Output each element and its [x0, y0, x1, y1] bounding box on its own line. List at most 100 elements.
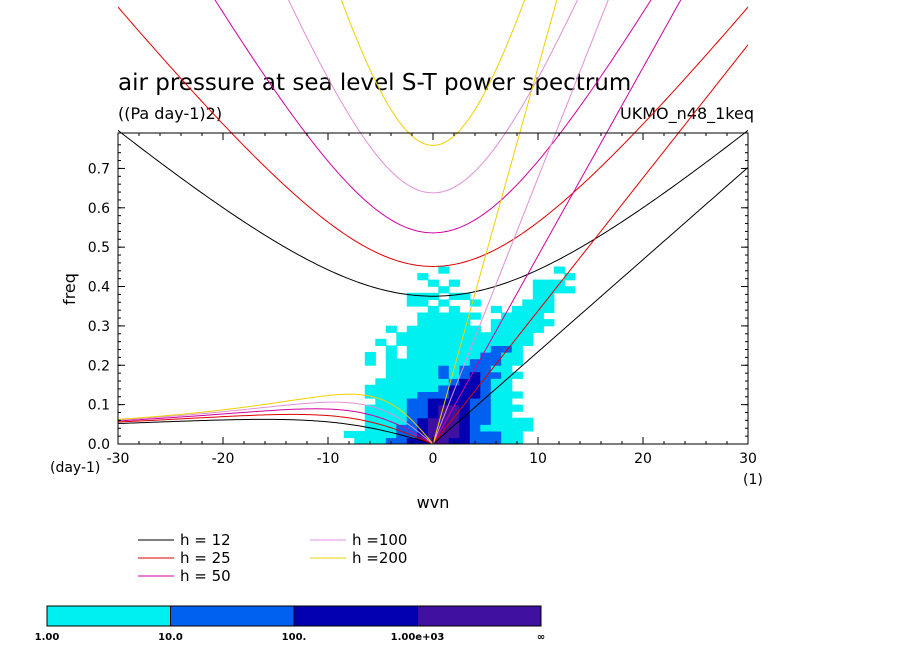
y-tick-label: 0.2 [88, 358, 110, 374]
dispersion-curve [118, 413, 434, 444]
power-cell [427, 424, 439, 432]
power-cell [396, 417, 408, 425]
power-cell [522, 325, 534, 333]
power-cell [364, 358, 376, 366]
power-cell [469, 417, 481, 425]
axis-ticks: -30 -20 -10 0 10 20 30 0.0 0.1 0.2 0.3 0.4 0.5 0.6 0.7 [88, 133, 757, 467]
power-cell [385, 345, 397, 353]
power-cell [448, 312, 460, 320]
power-cell [406, 411, 418, 419]
power-cell [406, 352, 418, 360]
power-cell [480, 365, 492, 373]
power-cell [438, 365, 450, 373]
colorbar-label: ∞ [537, 632, 545, 643]
power-cell [427, 332, 439, 340]
y-tick-label: 0.7 [88, 161, 110, 177]
power-cell [417, 391, 429, 399]
power-cell [406, 398, 418, 406]
power-cell [480, 417, 492, 425]
power-cell [511, 325, 523, 333]
power-cell [490, 319, 502, 327]
power-cell [427, 358, 439, 366]
power-cell [511, 345, 523, 353]
power-cell [448, 279, 460, 287]
power-cell [469, 384, 481, 392]
power-cell [490, 437, 502, 444]
power-cell [480, 430, 492, 439]
power-cell [490, 365, 502, 373]
power-cell [480, 358, 492, 366]
power-cell [501, 365, 513, 373]
power-cell [448, 319, 460, 327]
power-cell [427, 345, 439, 353]
power-cell [448, 404, 460, 412]
power-cell [459, 424, 471, 432]
y-unit-label: (day-1) [50, 460, 100, 476]
power-cell [417, 338, 429, 346]
power-cell [490, 424, 502, 432]
power-cell [438, 299, 450, 307]
power-cell [385, 404, 397, 412]
power-cell [480, 424, 492, 432]
dispersion-curve [432, 0, 558, 444]
power-cell [501, 404, 513, 412]
power-cell [406, 391, 418, 399]
power-cell [511, 430, 523, 439]
power-cell [417, 384, 429, 392]
legend-label: h = 12 [180, 531, 231, 549]
power-cell [448, 332, 460, 340]
power-cell [438, 286, 450, 294]
power-cell [501, 398, 513, 406]
power-cell [448, 352, 460, 360]
power-cell [459, 430, 471, 439]
power-cell [511, 424, 523, 432]
power-cell [522, 299, 534, 307]
power-cell [532, 286, 544, 294]
power-cell [511, 417, 523, 425]
power-cell [417, 352, 429, 360]
power-cell [427, 305, 439, 314]
y-tick-label: 0.6 [88, 201, 110, 217]
power-cell [438, 437, 450, 444]
power-cell [501, 371, 513, 379]
power-cell [480, 371, 492, 379]
power-cell [459, 338, 471, 346]
power-cell [396, 398, 408, 406]
power-cell [406, 365, 418, 373]
model-label: UKMO_n48_1keq [620, 104, 754, 124]
y-tick-label: 0.1 [88, 398, 110, 414]
power-cell [417, 371, 429, 379]
y-tick-label: 0.4 [88, 280, 110, 296]
power-cell [501, 430, 513, 439]
x-axis-label: wvn [417, 493, 450, 512]
dispersion-curve [287, 0, 579, 194]
power-cell [427, 279, 439, 287]
power-cell [501, 345, 513, 353]
power-cell [385, 358, 397, 366]
legend-label: h =100 [352, 531, 407, 549]
power-cell [553, 266, 565, 274]
power-cell [438, 358, 450, 366]
power-cell [501, 319, 513, 327]
power-cell [511, 352, 523, 360]
dispersion-curve [118, 418, 434, 444]
power-cell [438, 325, 450, 333]
power-cell [396, 430, 408, 439]
power-cell [417, 411, 429, 419]
power-cell [438, 417, 450, 425]
power-cell [501, 411, 513, 419]
power-cell [459, 371, 471, 379]
power-cell [427, 365, 439, 373]
power-cell [501, 312, 513, 320]
power-cell [427, 417, 439, 425]
power-cell [469, 411, 481, 419]
power-cell [480, 398, 492, 406]
power-cell [438, 371, 450, 379]
power-cell [469, 345, 481, 353]
power-cell [448, 384, 460, 392]
power-cell [522, 319, 534, 327]
x-tick-label: 20 [634, 451, 652, 467]
power-cell [459, 312, 471, 320]
